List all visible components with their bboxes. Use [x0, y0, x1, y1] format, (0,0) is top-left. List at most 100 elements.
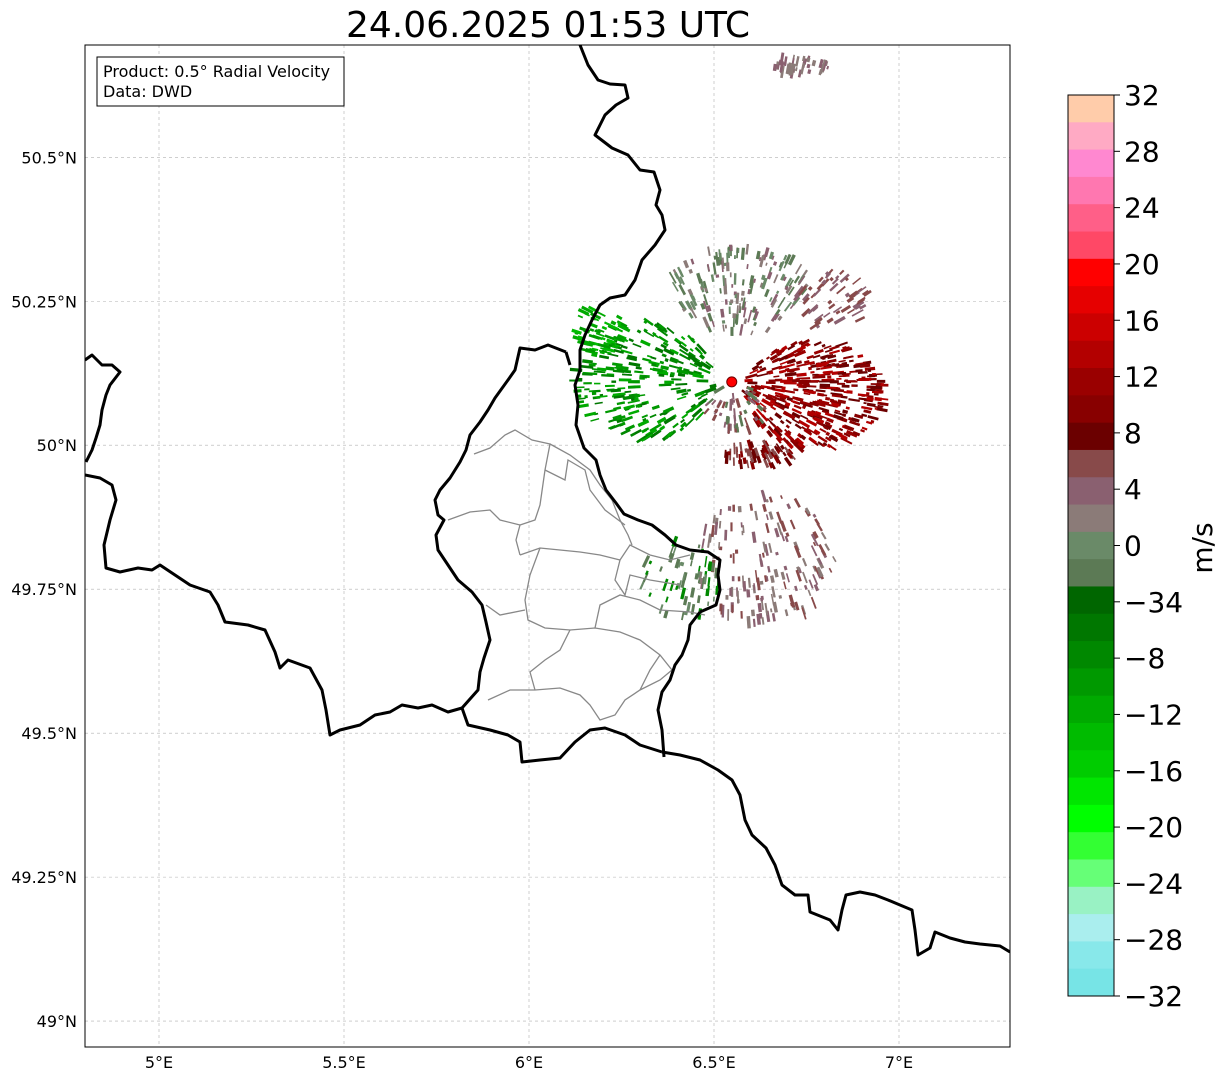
radar-echo-pixel	[727, 609, 730, 621]
radar-echo-pixel	[828, 303, 836, 310]
radar-echo-pixel	[678, 344, 689, 353]
radar-echo-pixel	[733, 442, 736, 455]
radar-echo-pixel	[571, 328, 582, 335]
colorbar-tick-label: −8	[1124, 642, 1165, 675]
radar-echo-pixel	[738, 453, 741, 461]
radar-echo-pixel	[764, 452, 772, 464]
radar-echo-pixel	[724, 449, 727, 458]
radar-echo-pixel	[808, 436, 817, 444]
radar-echo-pixel	[689, 552, 695, 561]
radar-echo-pixel	[822, 423, 832, 431]
radar-echo-pixel	[744, 378, 753, 383]
radar-echo-pixel	[807, 69, 812, 75]
colorbar-tick-label: −34	[1124, 586, 1183, 619]
colorbar-segment	[1068, 695, 1114, 724]
radar-echo-pixel	[849, 420, 861, 427]
radar-echo-pixel	[764, 288, 770, 298]
radar-echo-pixel	[746, 391, 758, 401]
radar-echo-pixel	[784, 535, 789, 543]
radar-echo-pixel	[697, 367, 711, 375]
radar-echo-pixel	[746, 459, 750, 469]
radar-echo-pixel	[588, 333, 601, 340]
radar-echo-pixel	[774, 313, 780, 321]
radar-echo-pixel	[753, 447, 760, 457]
radar-echo-pixel	[670, 372, 675, 376]
radar-echo-pixel	[764, 326, 771, 334]
radar-echo-pixel	[827, 375, 832, 379]
colorbar-segment	[1068, 477, 1114, 506]
colorbar-tick-label: −24	[1124, 867, 1183, 900]
colorbar-tick-label: −28	[1124, 924, 1183, 957]
radar-echo-pixel	[856, 298, 866, 305]
radar-echo-pixel	[815, 389, 826, 393]
radar-echo-pixel	[608, 323, 620, 331]
radar-echo-pixel	[701, 538, 705, 549]
radar-echo-pixel	[733, 255, 736, 260]
radar-echo-pixel	[632, 343, 642, 348]
radar-echo-pixel	[766, 271, 773, 280]
radar-echo-pixel	[768, 496, 773, 503]
radar-echo-pixel	[750, 457, 755, 463]
radar-echo-pixel	[833, 414, 844, 421]
radar-echo-pixel	[822, 60, 828, 72]
radar-echo-pixel	[741, 290, 745, 296]
radar-echo-pixel	[614, 366, 622, 370]
radar-echo-pixel	[854, 413, 864, 420]
radar-echo-pixel	[693, 370, 703, 376]
radar-echo-pixel	[791, 296, 801, 306]
radar-echo-pixel	[801, 607, 807, 620]
radar-echo-pixel	[614, 415, 626, 422]
radar-echo-pixel	[621, 421, 626, 426]
radar-echo-pixel	[697, 398, 707, 406]
radar-echo-pixel	[800, 338, 810, 346]
radar-echo-pixel	[653, 333, 660, 339]
gridlines	[85, 45, 1010, 1047]
radar-echo-pixel	[687, 288, 694, 296]
radar-echo-pixel	[668, 364, 680, 370]
radar-echo-pixel	[841, 417, 848, 423]
radar-echo-pixel	[674, 558, 681, 569]
colorbar-tick-label: 12	[1124, 361, 1160, 394]
district-boundary	[544, 458, 626, 526]
radar-echo-pixel	[737, 576, 741, 582]
radar-echo-pixel	[783, 381, 797, 385]
radar-echo-pixel	[666, 327, 675, 335]
radar-echo-pixel	[836, 285, 846, 295]
radar-echo-pixel	[704, 287, 708, 293]
border-belgium-france	[85, 473, 463, 737]
colorbar-segment	[1068, 668, 1114, 697]
radar-echo-pixel	[616, 418, 623, 424]
radar-echo-pixel	[707, 246, 711, 257]
radar-echo-pixel	[751, 306, 757, 313]
radar-echo-pixel	[728, 306, 731, 315]
radar-echo-pixel	[795, 56, 800, 67]
radar-echo-pixel	[769, 266, 773, 273]
radar-echo-pixel	[849, 370, 857, 373]
radar-echo-pixel	[842, 409, 849, 415]
colorbar-segment	[1068, 804, 1114, 833]
x-tick-label: 7°E	[885, 1053, 913, 1072]
radar-echo-pixel	[768, 379, 781, 382]
radar-echo-pixel	[812, 373, 818, 376]
radar-echo-pixel	[601, 325, 608, 331]
radar-echo-pixel	[724, 529, 728, 541]
radar-echo-pixel	[861, 426, 868, 431]
radar-echo-pixel	[783, 581, 787, 590]
border-germany-france	[661, 750, 1010, 957]
radar-echo-pixel	[846, 380, 858, 383]
radar-echo-pixel	[656, 416, 667, 425]
radar-echo-pixel	[841, 384, 850, 388]
radar-echo-pixel	[828, 567, 833, 573]
radar-echo-pixel	[731, 576, 735, 582]
radar-echo-pixel	[685, 300, 693, 310]
radar-echo-pixel	[739, 441, 743, 452]
radar-echo-pixel	[627, 354, 638, 360]
radar-echo-pixel	[736, 247, 739, 259]
radar-echo-pixel	[807, 411, 815, 417]
radar-echo-pixel	[825, 436, 832, 442]
map-area: 5°E 5.5°E 6°E 6.5°E 7°E 50.5°N 50.25°N 50°N 49.…	[11, 44, 1011, 1072]
radar-echo-pixel	[730, 423, 732, 431]
radar-echo-pixel	[788, 358, 796, 364]
radar-echo-pixel	[742, 581, 747, 592]
radar-echo-pixel	[684, 417, 695, 428]
